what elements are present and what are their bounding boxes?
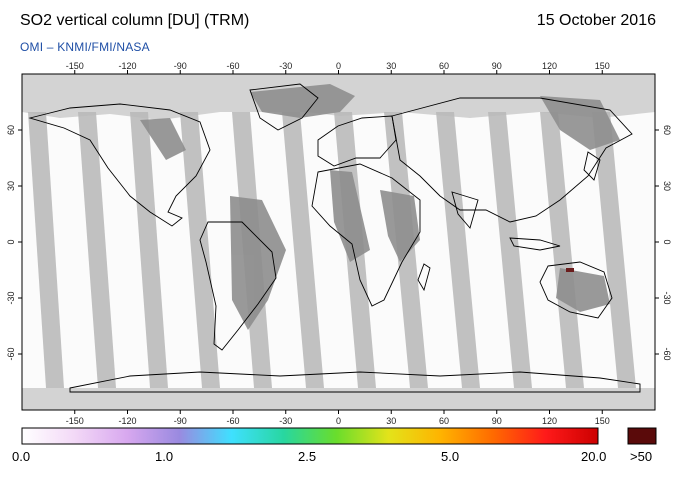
no-data-south — [22, 388, 655, 410]
india — [451, 191, 479, 229]
colorbar-label-2: 2.5 — [298, 449, 317, 464]
lat-label-left: -60 — [6, 347, 16, 360]
lon-label-bottom: 150 — [595, 416, 610, 426]
lon-label-top: -120 — [118, 61, 136, 71]
indonesia — [509, 237, 561, 251]
lon-label-top: -60 — [226, 61, 239, 71]
south-america — [199, 221, 277, 351]
africa — [311, 163, 421, 307]
lon-label-bottom: 30 — [386, 416, 396, 426]
land-gaps — [140, 84, 620, 330]
colorbar-label-1: 1.0 — [155, 449, 174, 464]
lat-label-left: 60 — [6, 125, 16, 135]
australia — [539, 261, 613, 319]
map-date: 15 October 2016 — [536, 12, 656, 29]
lat-label-left: 30 — [6, 181, 16, 191]
lon-label-top: -150 — [66, 61, 84, 71]
coastlines — [28, 83, 641, 393]
greenland — [249, 83, 319, 131]
lon-label-bottom: -60 — [226, 416, 239, 426]
lon-label-bottom: -150 — [66, 416, 84, 426]
lon-label-bottom: 90 — [492, 416, 502, 426]
lon-label-top: -30 — [279, 61, 292, 71]
so2-hotspot — [566, 268, 574, 272]
lon-label-top: 0 — [336, 61, 341, 71]
lon-label-top: 150 — [595, 61, 610, 71]
colorbar-overflow-label: >50 — [630, 449, 653, 464]
colorbar-overflow — [627, 427, 657, 445]
lat-label-left: -30 — [6, 291, 16, 304]
lon-label-bottom: -120 — [118, 416, 136, 426]
colorbar-label-3: 5.0 — [441, 449, 460, 464]
madagascar — [417, 263, 431, 292]
japan — [583, 151, 601, 181]
lon-label-bottom: 0 — [336, 416, 341, 426]
colorbar — [21, 427, 599, 445]
data-credit: OMI – KNMI/FMI/NASA — [20, 40, 150, 54]
colorbar-label-4: 20.0 — [581, 449, 607, 464]
lat-label-right: -30 — [662, 291, 672, 304]
lat-label-right: 0 — [662, 239, 672, 244]
lon-label-top: 120 — [542, 61, 557, 71]
lon-label-top: -90 — [174, 61, 187, 71]
antarctica — [69, 371, 641, 393]
europe — [317, 115, 397, 167]
lon-label-bottom: -30 — [279, 416, 292, 426]
lat-label-right: 60 — [662, 125, 672, 135]
lat-label-right: 30 — [662, 181, 672, 191]
lon-label-top: 30 — [386, 61, 396, 71]
north-america — [28, 103, 211, 227]
lat-label-right: -60 — [662, 347, 672, 360]
lon-label-top: 60 — [439, 61, 449, 71]
lat-label-left: 0 — [6, 239, 16, 244]
map-title: SO2 vertical column [DU] (TRM) — [20, 12, 250, 29]
asia — [391, 97, 633, 223]
lon-label-bottom: -90 — [174, 416, 187, 426]
colorbar-label-0: 0.0 — [12, 449, 31, 464]
lon-label-top: 90 — [492, 61, 502, 71]
lon-label-bottom: 120 — [542, 416, 557, 426]
lon-label-bottom: 60 — [439, 416, 449, 426]
